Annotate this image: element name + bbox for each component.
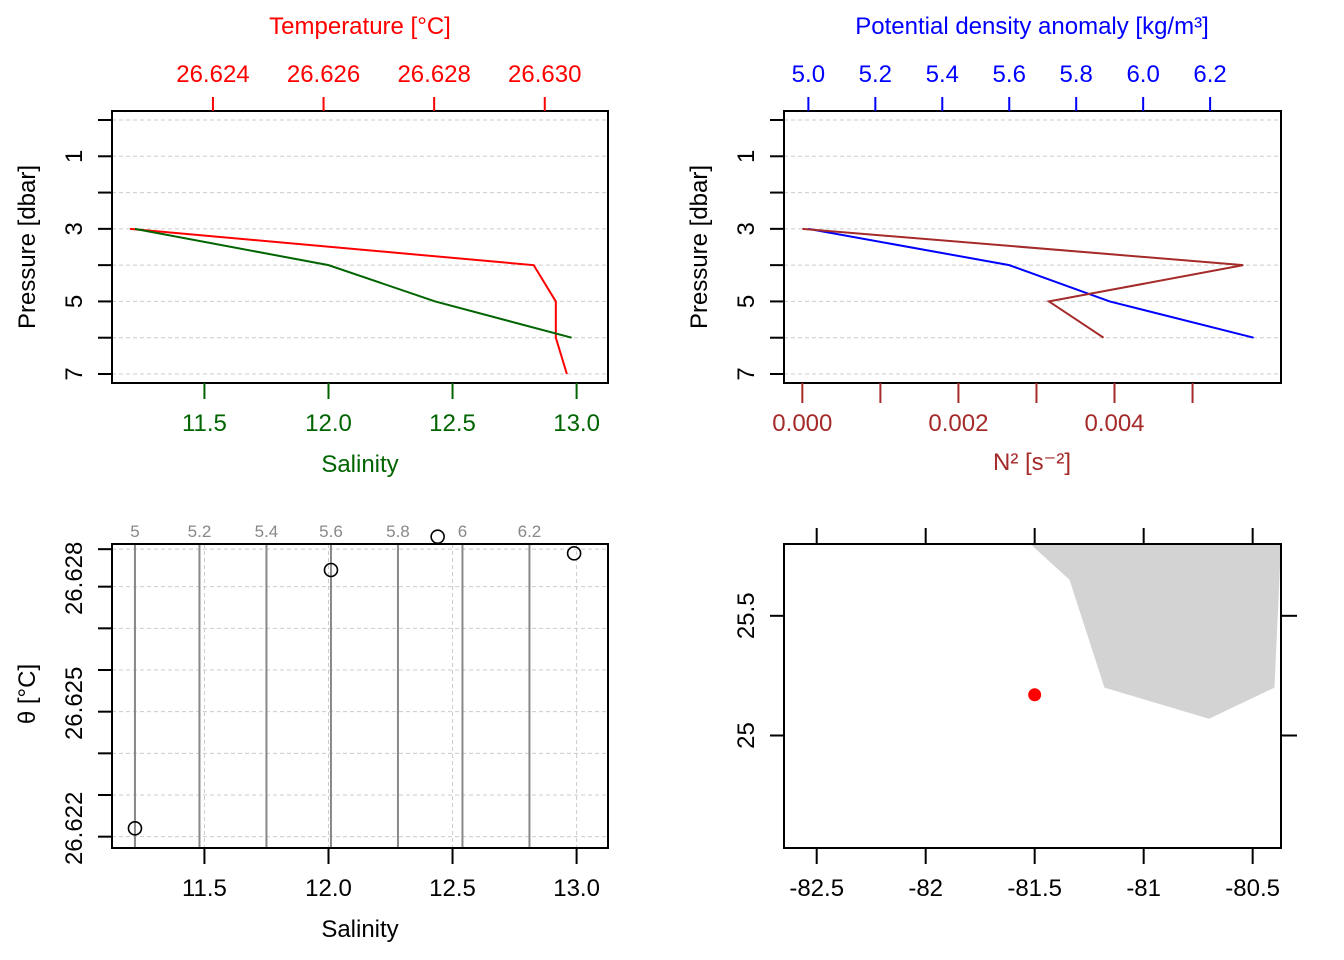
- density-tick-label: 5.8: [1060, 61, 1093, 88]
- temperature-tick-label: 26.628: [397, 61, 470, 88]
- x-axis-label: Salinity: [321, 916, 398, 943]
- temperature-tick-label: 26.626: [287, 61, 360, 88]
- y-tick-label: 1: [733, 150, 760, 163]
- longitude-tick-label: -82: [908, 875, 943, 902]
- y-tick-label: 26.625: [61, 667, 88, 740]
- panel-ts-diagram: 5 5.2 5.4 5.6 5.8 6 6.2 26.622 26.625 26.628 θ [°C…: [14, 522, 609, 943]
- y-axis-label: θ [°C]: [14, 664, 41, 724]
- land-polygon: [1030, 544, 1281, 719]
- density-tick-label: 5.4: [926, 61, 959, 88]
- x-tick-label: 13.0: [553, 875, 600, 902]
- plot-frame: [111, 543, 609, 849]
- longitude-tick-label: -81.5: [1007, 875, 1062, 902]
- temperature-axis-label: Temperature [°C]: [269, 13, 451, 40]
- data-point: [127, 821, 143, 836]
- n2-tick-label: 0.000: [772, 410, 832, 437]
- isopycnal-label: 5.4: [255, 522, 279, 541]
- x-tick-label: 11.5: [182, 875, 227, 902]
- y-tick-label: 3: [733, 222, 760, 235]
- temperature-tick-label: 26.624: [176, 61, 249, 88]
- panel-ts-profile: 1 3 5 7 Pressure [dbar] 26.624 26.626 26.628 26.…: [14, 13, 609, 478]
- density-tick-label: 5.0: [792, 61, 825, 88]
- salinity-tick-label: 13.0: [553, 410, 600, 437]
- temperature-profile-line: [129, 227, 568, 375]
- n2-axis-label: N² [s⁻²]: [993, 449, 1071, 476]
- x-tick-label: 12.5: [429, 875, 476, 902]
- y-tick-label: 5: [61, 295, 88, 308]
- panel-density-n2-profile: 1 3 5 7 Pressure [dbar] 5.0 5.2 5.4 5.6 5.8 6.0 6.2…: [686, 13, 1282, 476]
- temperature-tick-label: 26.630: [508, 61, 581, 88]
- salinity-profile-line: [134, 227, 572, 339]
- isopycnal-label: 6.2: [518, 522, 542, 541]
- y-axis-label: Pressure [dbar]: [14, 165, 41, 329]
- x-tick-label: 12.0: [305, 875, 352, 902]
- salinity-tick-label: 12.5: [429, 410, 476, 437]
- salinity-axis-label: Salinity: [321, 451, 398, 478]
- y-tick-label: 26.622: [61, 792, 88, 865]
- isopycnal-label: 6: [458, 522, 467, 541]
- data-point: [430, 529, 445, 544]
- station-marker: [1028, 688, 1042, 702]
- map-frame: [783, 543, 1282, 849]
- plot-frame: [783, 110, 1282, 384]
- longitude-tick-label: -81: [1126, 875, 1161, 902]
- density-tick-label: 5.2: [859, 61, 892, 88]
- data-point: [566, 546, 582, 561]
- density-tick-label: 6.0: [1126, 61, 1159, 88]
- isopycnal-label: 5.8: [386, 522, 410, 541]
- data-point: [323, 562, 339, 578]
- density-tick-label: 6.2: [1193, 61, 1226, 88]
- y-tick-label: 26.628: [61, 542, 88, 615]
- y-tick-label: 1: [61, 150, 88, 163]
- isopycnal-label: 5: [130, 522, 139, 541]
- salinity-tick-label: 12.0: [305, 410, 352, 437]
- density-profile-line: [808, 227, 1254, 339]
- latitude-tick-label: 25.5: [733, 592, 760, 639]
- y-tick-label: 7: [61, 367, 88, 380]
- n2-profile-line: [802, 227, 1244, 339]
- longitude-tick-label: -80.5: [1225, 875, 1280, 902]
- y-tick-label: 5: [733, 295, 760, 308]
- panel-station-map: -82.5 -82 -81.5 -81 -80.5 25.5 25: [733, 528, 1297, 902]
- n2-tick-label: 0.002: [928, 410, 988, 437]
- longitude-tick-label: -82.5: [789, 875, 844, 902]
- isopycnal-label: 5.6: [319, 522, 343, 541]
- salinity-tick-label: 11.5: [182, 410, 227, 437]
- n2-tick-label: 0.004: [1084, 410, 1144, 437]
- latitude-tick-label: 25: [733, 722, 760, 749]
- y-axis-label: Pressure [dbar]: [686, 165, 713, 329]
- isopycnal-label: 5.2: [188, 522, 212, 541]
- y-tick-label: 3: [61, 222, 88, 235]
- plot-frame: [111, 110, 609, 384]
- y-tick-label: 7: [733, 367, 760, 380]
- density-axis-label: Potential density anomaly [kg/m³]: [855, 13, 1209, 40]
- density-tick-label: 5.6: [993, 61, 1026, 88]
